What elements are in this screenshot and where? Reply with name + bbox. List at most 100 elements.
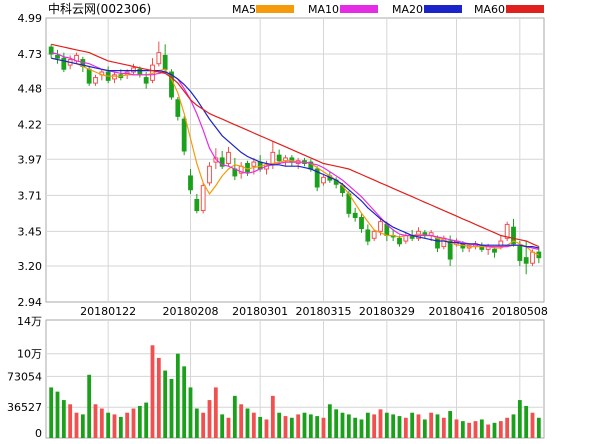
candle-body	[251, 161, 257, 167]
candle	[207, 162, 212, 186]
candle-body	[194, 198, 200, 212]
candle-body	[93, 77, 98, 84]
candle	[479, 242, 485, 253]
candle-body	[276, 154, 282, 162]
candle-body	[504, 223, 510, 239]
volume-bar-series	[49, 345, 541, 438]
volume-bar	[118, 416, 123, 438]
candle-body	[55, 54, 60, 59]
candle-body	[61, 57, 67, 70]
volume-bar	[321, 417, 326, 438]
volume-bar	[403, 417, 408, 438]
candle-body	[352, 212, 358, 218]
candle	[175, 96, 181, 121]
volume-bar	[410, 412, 415, 438]
volume-bar	[289, 417, 294, 438]
volume-bar	[213, 387, 218, 438]
volume-bar	[315, 416, 320, 438]
candle-body	[378, 221, 383, 232]
volume-tick-label: 14万	[17, 315, 42, 328]
volume-bar	[270, 395, 275, 438]
candle	[93, 74, 98, 86]
candle	[181, 116, 187, 156]
volume-bar	[384, 412, 389, 438]
volume-bar	[359, 419, 364, 438]
legend-item-ma5: MA5	[232, 3, 294, 16]
volume-bar	[144, 402, 149, 438]
candle-body	[219, 157, 225, 167]
volume-bar	[460, 421, 465, 438]
volume-bar	[245, 408, 250, 438]
volume-bar	[80, 414, 85, 438]
volume-bar	[220, 414, 225, 438]
volume-bar	[150, 345, 155, 438]
volume-bar	[201, 412, 206, 438]
ma-line-ma10	[51, 52, 539, 250]
volume-bar	[346, 414, 351, 438]
candle	[162, 44, 168, 73]
price-tick-label: 3.45	[18, 225, 43, 238]
volume-bar	[391, 414, 396, 438]
candle-body	[131, 67, 136, 73]
volume-bar	[473, 421, 478, 438]
price-tick-label: 3.20	[18, 260, 43, 273]
volume-bar	[479, 419, 484, 438]
volume-bar	[277, 412, 282, 438]
candle-body	[200, 185, 206, 212]
price-tick-label: 3.97	[18, 153, 43, 166]
volume-bar	[74, 412, 79, 438]
volume-bar	[87, 374, 92, 438]
volume-bar	[232, 395, 237, 438]
volume-bar	[302, 412, 307, 438]
candle	[504, 221, 510, 242]
price-panel-frame	[45, 17, 545, 303]
candle-body	[321, 176, 326, 184]
volume-bar	[340, 412, 345, 438]
ma-legend: MA5 MA10 MA20 MA60	[232, 3, 544, 16]
candle	[314, 166, 320, 192]
candle	[511, 218, 516, 247]
legend-swatch	[340, 5, 378, 13]
volume-bar	[68, 404, 73, 438]
volume-bar	[467, 422, 472, 438]
volume-bar	[112, 414, 117, 438]
date-tick-label: 20180416	[429, 305, 485, 318]
volume-bar	[505, 417, 510, 438]
candle-body	[156, 52, 162, 65]
volume-panel-frame	[45, 319, 545, 439]
candle	[359, 213, 364, 233]
candle	[200, 182, 206, 214]
volume-bar	[536, 417, 541, 438]
volume-bar	[378, 409, 383, 438]
volume-bar	[441, 417, 446, 438]
legend-item-ma60: MA60	[474, 3, 544, 16]
volume-bar	[296, 414, 301, 438]
volume-bar	[327, 404, 332, 438]
volume-bar	[258, 416, 263, 438]
candle-body	[86, 68, 92, 84]
price-grid	[46, 18, 544, 438]
legend-label: MA10	[308, 3, 339, 16]
volume-bar	[283, 416, 288, 438]
volume-bar	[106, 412, 111, 438]
price-tick-label: 3.71	[18, 189, 43, 202]
legend-item-ma10: MA10	[308, 3, 378, 16]
candle-body	[359, 216, 364, 230]
volume-bar	[429, 412, 434, 438]
volume-bar	[163, 370, 168, 438]
candle	[365, 224, 371, 246]
volume-bar	[188, 387, 193, 438]
ma-line-ma20	[51, 57, 539, 249]
candle	[276, 149, 282, 164]
volume-bar	[486, 424, 491, 438]
candle	[156, 41, 162, 67]
ma-line-ma5	[51, 57, 540, 256]
candle	[219, 150, 225, 170]
candle-body	[530, 251, 535, 264]
volume-bar	[131, 408, 136, 438]
volume-bar	[498, 421, 503, 438]
date-tick-label: 20180208	[163, 305, 219, 318]
candle	[55, 49, 60, 64]
candle-body	[181, 118, 187, 152]
